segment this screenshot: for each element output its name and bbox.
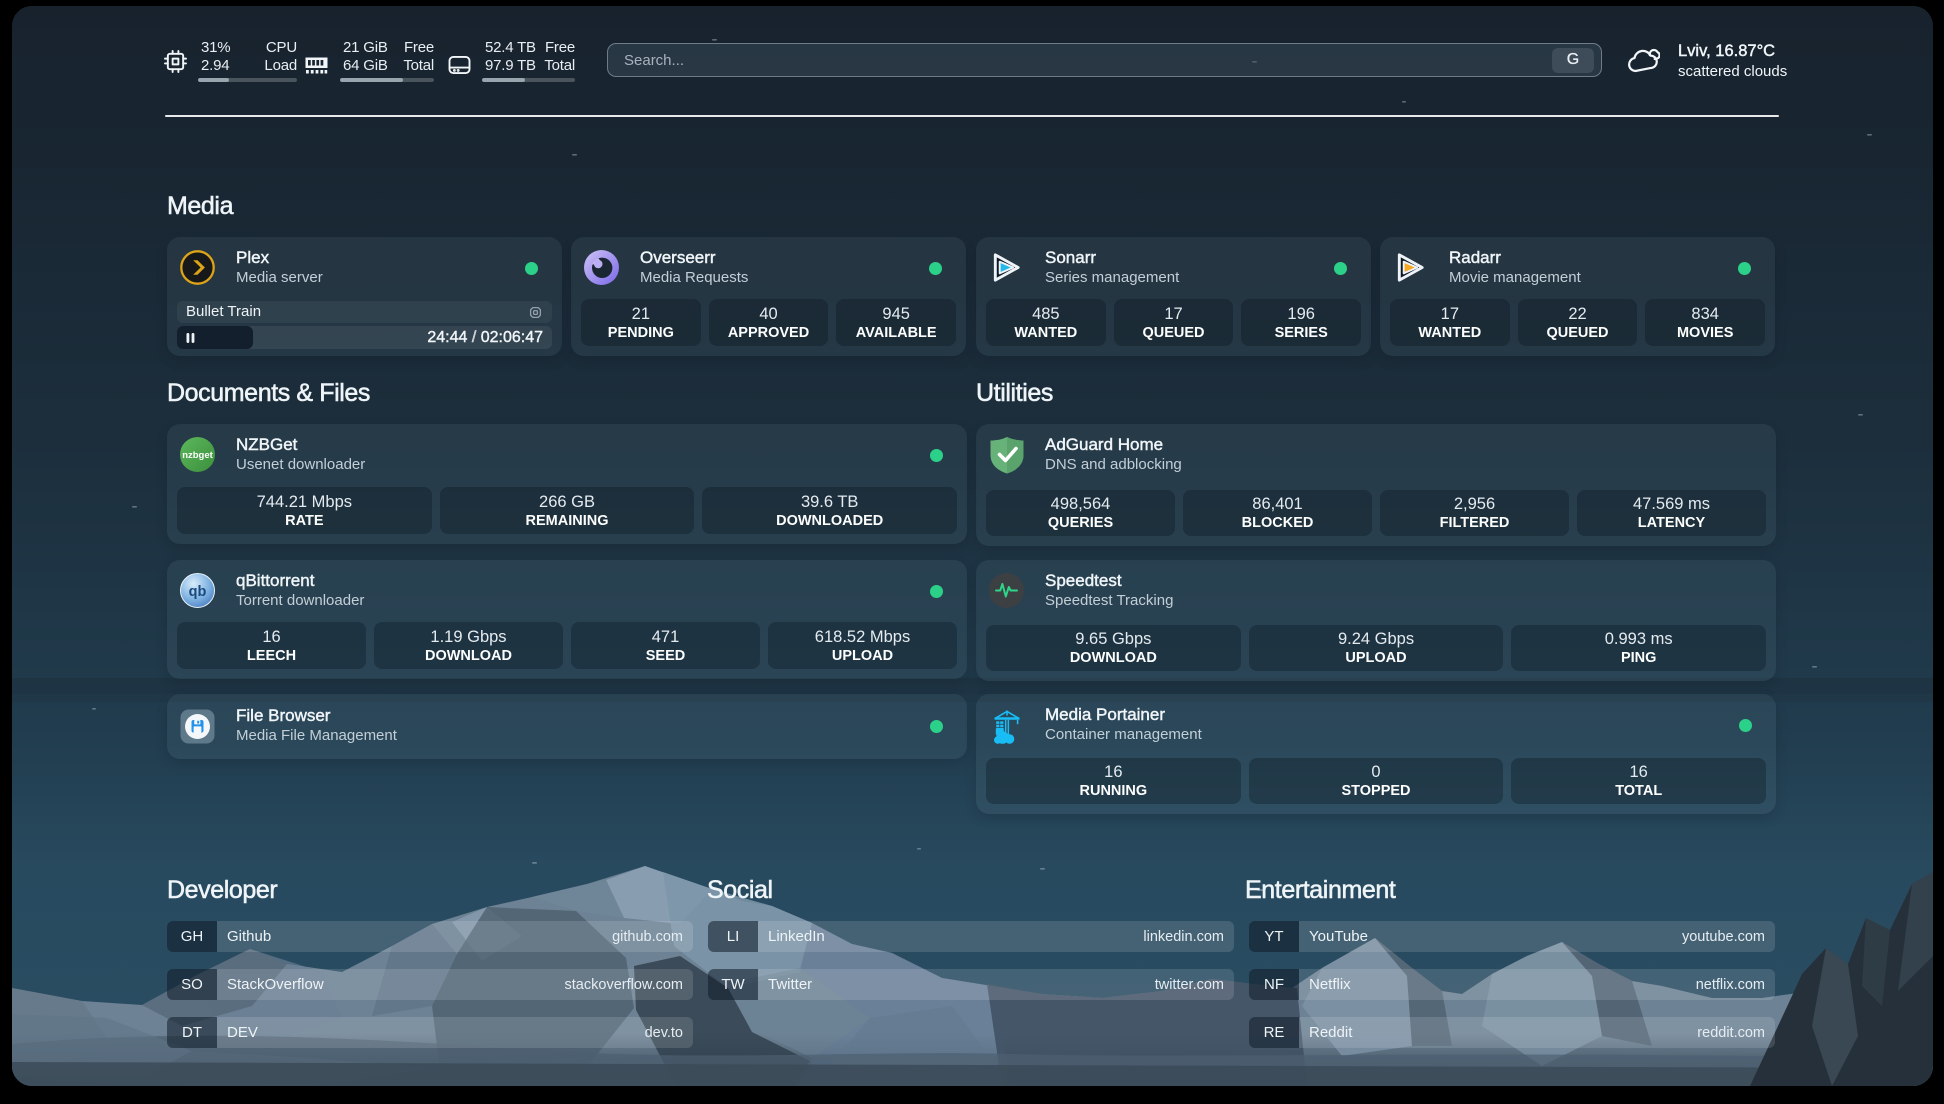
- svg-text:qb: qb: [189, 584, 207, 600]
- svg-text:nzbget: nzbget: [182, 450, 213, 461]
